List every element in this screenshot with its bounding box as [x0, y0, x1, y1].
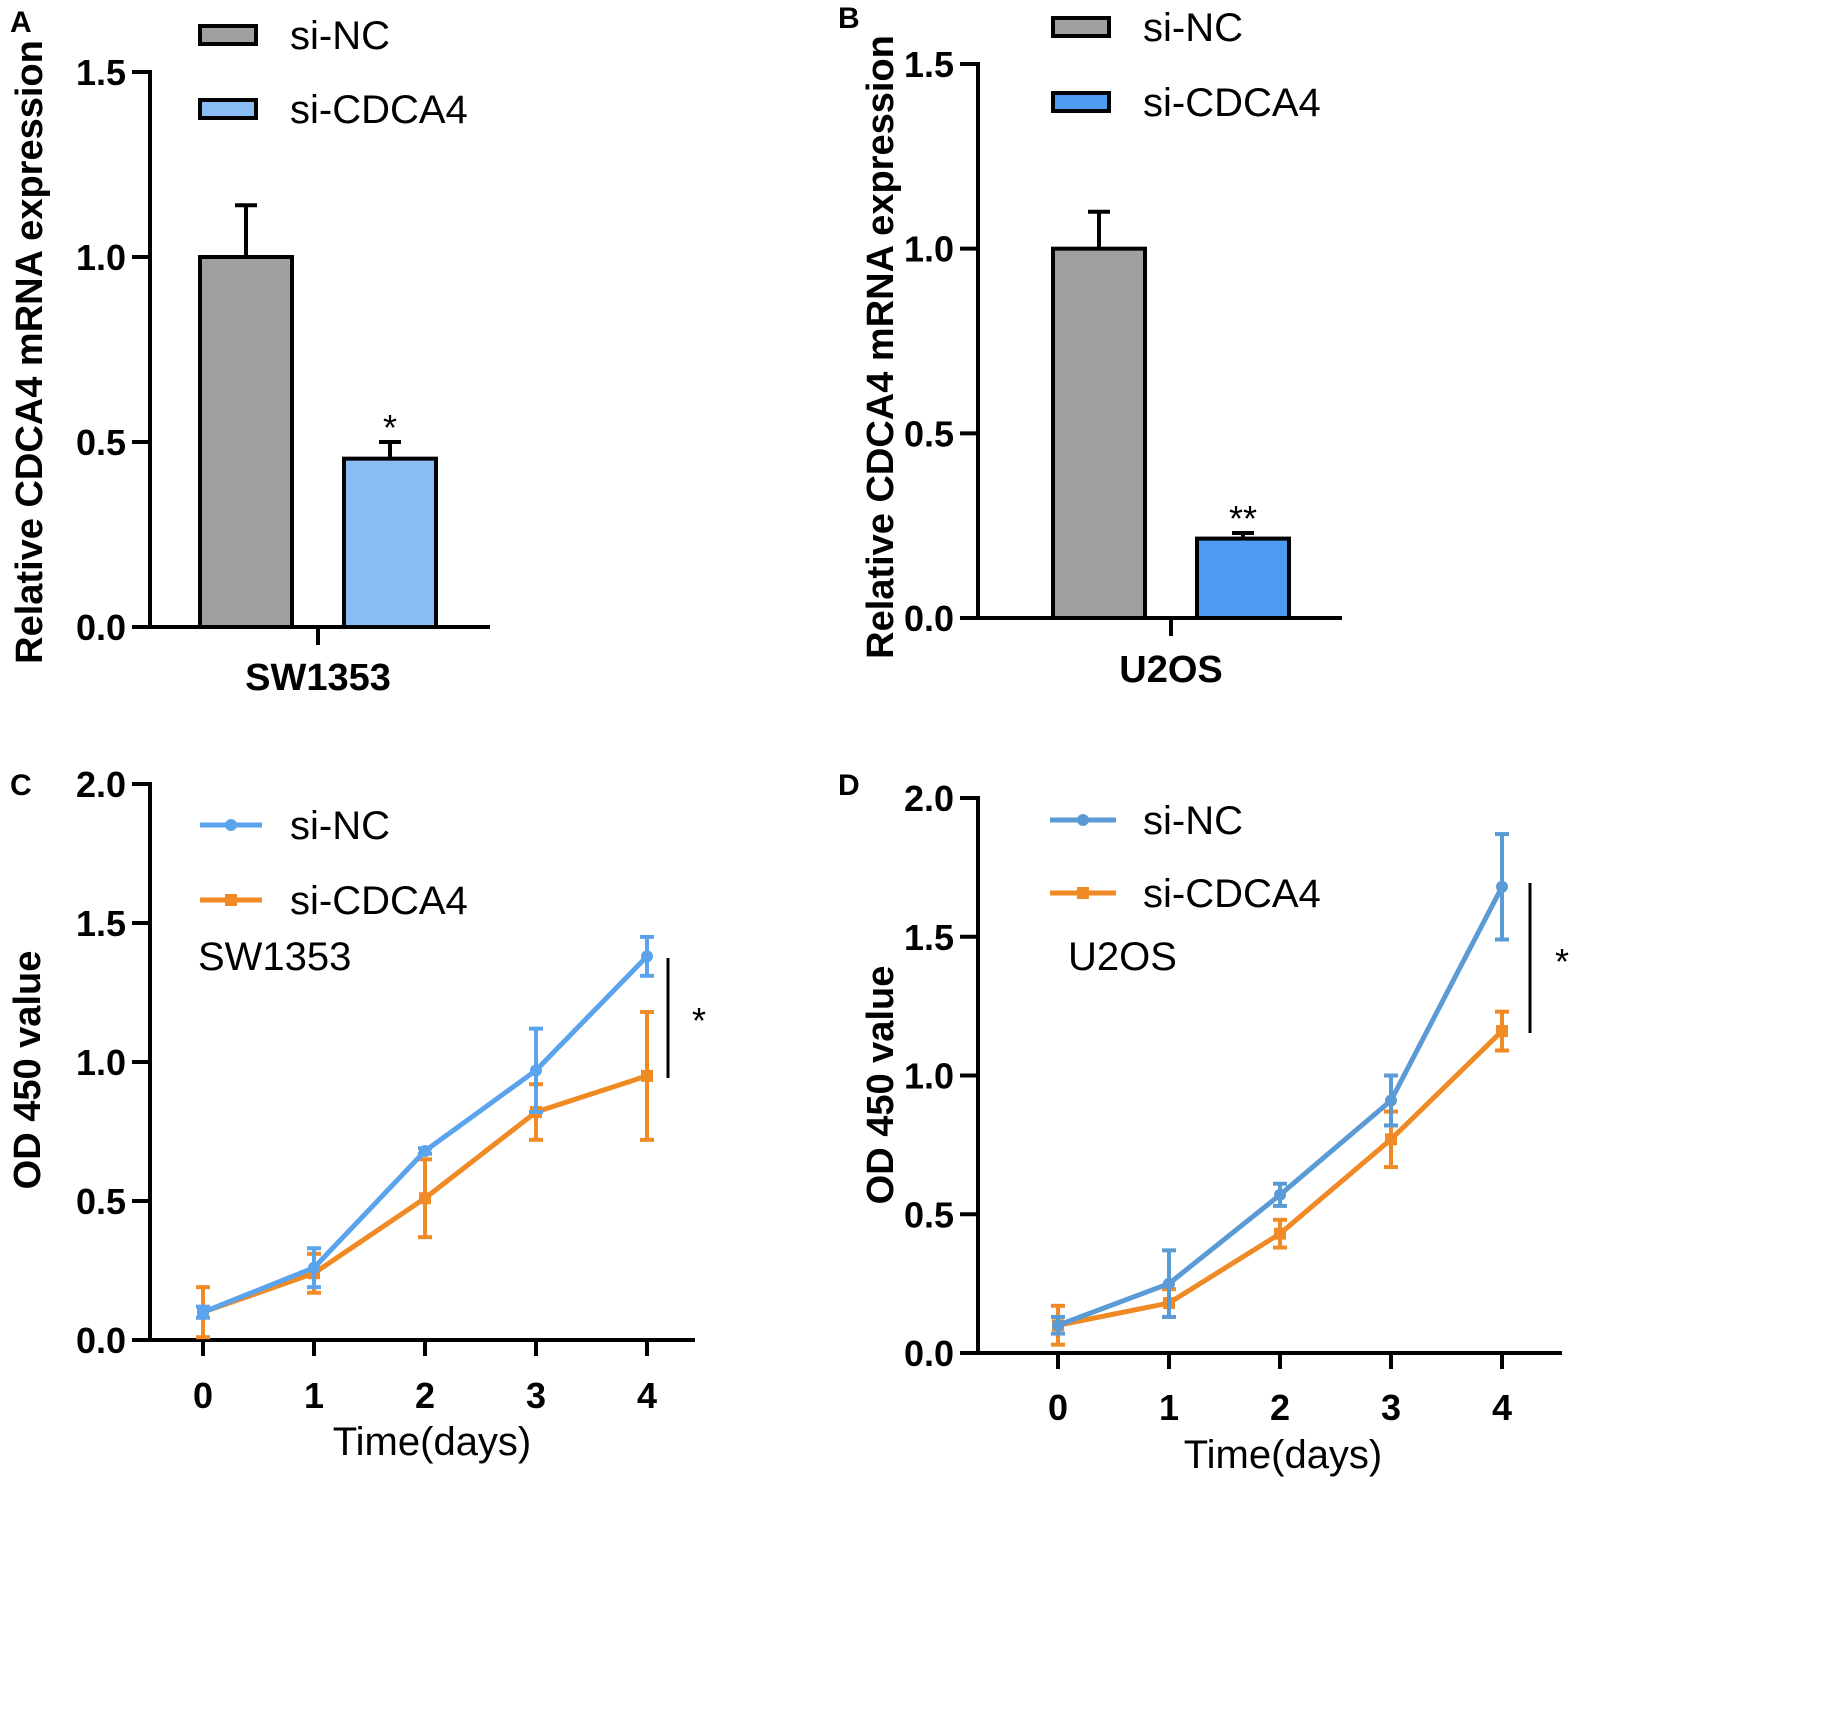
legend-swatch-si-CDCA4 — [198, 98, 258, 120]
y-tick-label: 1.0 — [76, 1042, 126, 1083]
x-axis-label: Time(days) — [1184, 1433, 1383, 1477]
y-tick-label: 0.5 — [904, 413, 954, 454]
x-category-label: U2OS — [1119, 649, 1222, 691]
series-line-si-NC — [202, 954, 649, 1315]
bar-si-NC — [1051, 246, 1147, 621]
x-tick-label: 2 — [415, 1375, 435, 1416]
legend-swatch-si-CDCA4 — [1051, 91, 1111, 113]
x-tick-label: 3 — [526, 1375, 546, 1416]
legend-swatch-si-NC — [1051, 16, 1111, 38]
x-tick-label: 0 — [1048, 1387, 1068, 1428]
data-point-si-CDCA4 — [1385, 1133, 1397, 1146]
panel-d: D 0.0 0.5 1.0 1.5 2.0 OD 450 value 0 1 2 3 4 Time(da… — [838, 769, 1569, 1477]
data-point-si-CDCA4 — [1496, 1025, 1508, 1038]
legend-label: si-CDCA4 — [290, 88, 468, 132]
y-tick-label: 0.0 — [76, 1320, 126, 1361]
y-tick-label: 0.0 — [76, 607, 126, 648]
y-axis-label: Relative CDCA4 mRNA expression — [860, 35, 902, 659]
y-tick-label: 2.0 — [904, 778, 954, 819]
series-line-si-CDCA4 — [1057, 1029, 1504, 1328]
data-point-si-NC — [1163, 1277, 1175, 1290]
x-tick-label: 4 — [637, 1375, 657, 1416]
y-axis-label: OD 450 value — [860, 966, 902, 1205]
data-point-si-NC — [419, 1144, 431, 1157]
legend-label: si-NC — [1143, 799, 1243, 843]
data-point-si-NC — [1274, 1188, 1286, 1201]
significance-marker: ** — [1229, 498, 1257, 539]
cell-line-label: SW1353 — [198, 935, 351, 979]
y-tick-label: 1.5 — [904, 917, 954, 958]
y-tick-label: 1.5 — [904, 44, 954, 85]
y-tick-label: 1.5 — [76, 903, 126, 944]
y-axis-label: OD 450 value — [7, 951, 49, 1190]
x-tick-label: 0 — [193, 1375, 213, 1416]
y-tick-label: 0.0 — [904, 598, 954, 639]
data-point-si-NC — [1496, 880, 1508, 893]
data-point-si-NC — [641, 950, 653, 963]
legend-swatch-si-NC — [198, 24, 258, 46]
data-point-si-CDCA4 — [419, 1192, 431, 1205]
panel-a: A 0.0 0.5 1.0 1.5 Relative CDCA4 mRNA express… — [9, 6, 490, 699]
x-tick-label: 1 — [304, 1375, 324, 1416]
data-point-si-CDCA4 — [641, 1069, 653, 1082]
legend-label: si-NC — [1143, 6, 1243, 50]
panel-letter: D — [838, 769, 860, 802]
legend-marker-si-NC — [225, 819, 237, 831]
y-tick-label: 1.0 — [904, 1056, 954, 1097]
cell-line-label: U2OS — [1068, 935, 1177, 979]
significance-marker: * — [692, 1000, 706, 1041]
y-tick-label: 2.0 — [76, 764, 126, 805]
panel-c: C 0.0 0.5 1.0 1.5 2.0 OD 450 value 0 1 2 3 4 Time(da… — [7, 764, 706, 1464]
legend-marker-si-CDCA4 — [1077, 887, 1089, 899]
data-point-si-NC — [197, 1306, 209, 1319]
legend-label: si-NC — [290, 14, 390, 58]
y-tick-label: 1.5 — [76, 52, 126, 93]
legend-marker-si-CDCA4 — [225, 894, 237, 906]
data-point-si-NC — [1052, 1319, 1064, 1332]
y-tick-label: 1.0 — [76, 237, 126, 278]
y-tick-label: 0.5 — [904, 1194, 954, 1235]
data-point-si-NC — [530, 1064, 542, 1077]
y-tick-label: 0.0 — [904, 1333, 954, 1374]
legend-label: si-CDCA4 — [1143, 81, 1321, 125]
legend-label: si-CDCA4 — [290, 879, 468, 923]
legend-marker-si-NC — [1077, 814, 1089, 826]
x-tick-label: 4 — [1492, 1387, 1512, 1428]
significance-marker: * — [1555, 941, 1569, 982]
x-tick-label: 3 — [1381, 1387, 1401, 1428]
panel-letter: C — [10, 769, 32, 802]
x-tick-label: 1 — [1159, 1387, 1179, 1428]
x-category-label: SW1353 — [245, 657, 391, 699]
legend-label: si-CDCA4 — [1143, 872, 1321, 916]
panel-letter: A — [10, 6, 32, 39]
y-tick-label: 1.0 — [904, 229, 954, 270]
legend-label: si-NC — [290, 804, 390, 848]
significance-marker: * — [383, 407, 397, 448]
data-point-si-NC — [308, 1261, 320, 1274]
y-axis-label: Relative CDCA4 mRNA expression — [9, 40, 51, 664]
bar-si-CDCA4 — [342, 456, 438, 629]
data-point-si-NC — [1385, 1094, 1397, 1107]
bar-si-CDCA4 — [1195, 536, 1291, 620]
x-axis-label: Time(days) — [333, 1420, 532, 1464]
bar-si-NC — [198, 255, 294, 629]
y-tick-label: 0.5 — [76, 1181, 126, 1222]
y-tick-label: 0.5 — [76, 422, 126, 463]
x-tick-label: 2 — [1270, 1387, 1290, 1428]
panel-letter: B — [838, 2, 860, 35]
data-point-si-CDCA4 — [1274, 1227, 1286, 1240]
